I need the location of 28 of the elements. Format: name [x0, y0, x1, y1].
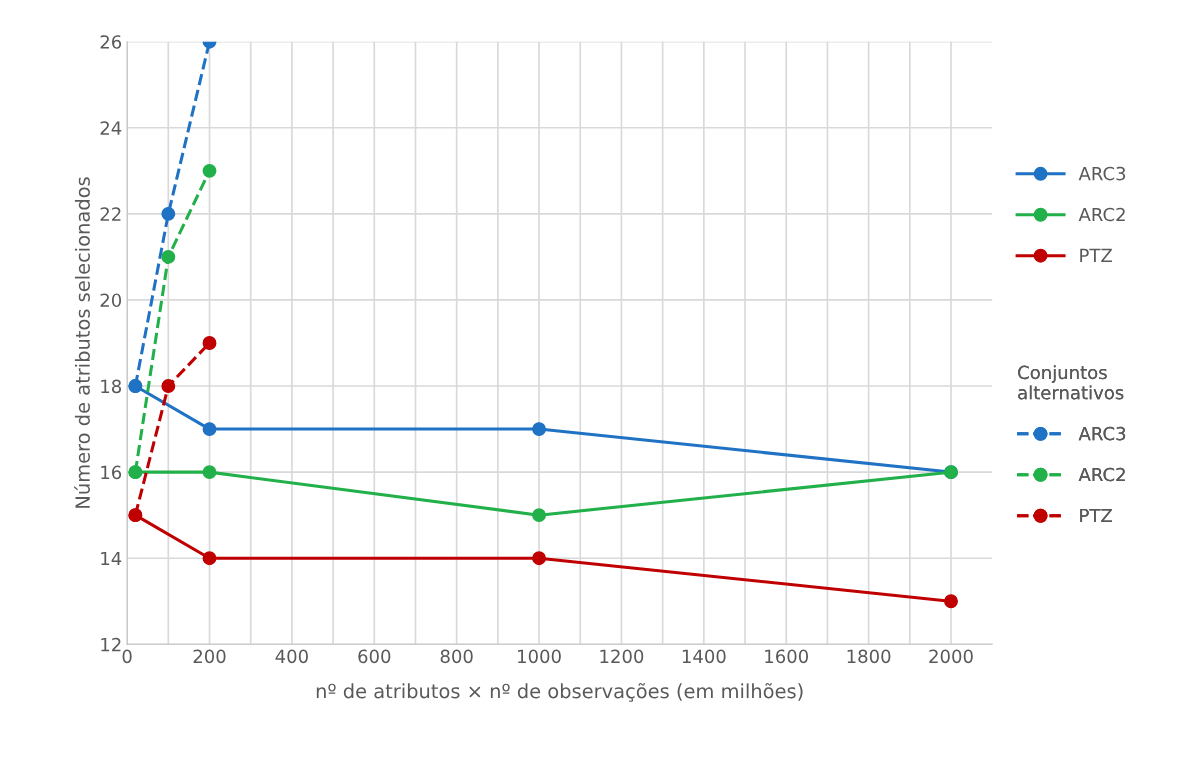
x-axis-title: nº de atributos × nº de observações (em milhões) — [316, 683, 803, 702]
x-tick-label: 1800 — [847, 649, 891, 664]
x-tick-label: 600 — [358, 649, 391, 664]
legend-label: ARC2 — [1078, 467, 1125, 482]
legend-label: ARC3 — [1078, 166, 1126, 181]
x-tick-label: 400 — [275, 649, 308, 664]
y-tick-label: 26 — [100, 35, 122, 49]
x-tick-label: 800 — [440, 649, 473, 664]
x-tick-label: 0 — [122, 649, 132, 664]
y-tick-label: 16 — [101, 465, 122, 480]
legend-label: PTZ — [1080, 248, 1112, 263]
x-tick-label: 1400 — [682, 649, 726, 664]
x-tick-label: 200 — [193, 649, 226, 664]
legend-label: ARC3 — [1078, 426, 1126, 441]
legend-title: Conjuntos alternativos — [1018, 365, 1124, 400]
y-tick-label: 12 — [101, 637, 121, 652]
legend-label: PTZ — [1080, 508, 1112, 523]
x-tick-label: 1000 — [518, 649, 561, 664]
x-tick-label: 1600 — [765, 649, 809, 664]
legend-label: ARC2 — [1078, 207, 1125, 222]
y-tick-label: 20 — [100, 293, 122, 308]
y-axis-title: Número de atributos selecionados — [74, 177, 90, 508]
y-tick-label: 18 — [101, 379, 122, 394]
x-tick-label: 1200 — [600, 649, 644, 664]
y-tick-label: 22 — [100, 207, 121, 221]
y-tick-label: 24 — [100, 121, 122, 135]
x-tick-label: 2000 — [929, 649, 973, 664]
y-tick-label: 14 — [101, 551, 122, 566]
